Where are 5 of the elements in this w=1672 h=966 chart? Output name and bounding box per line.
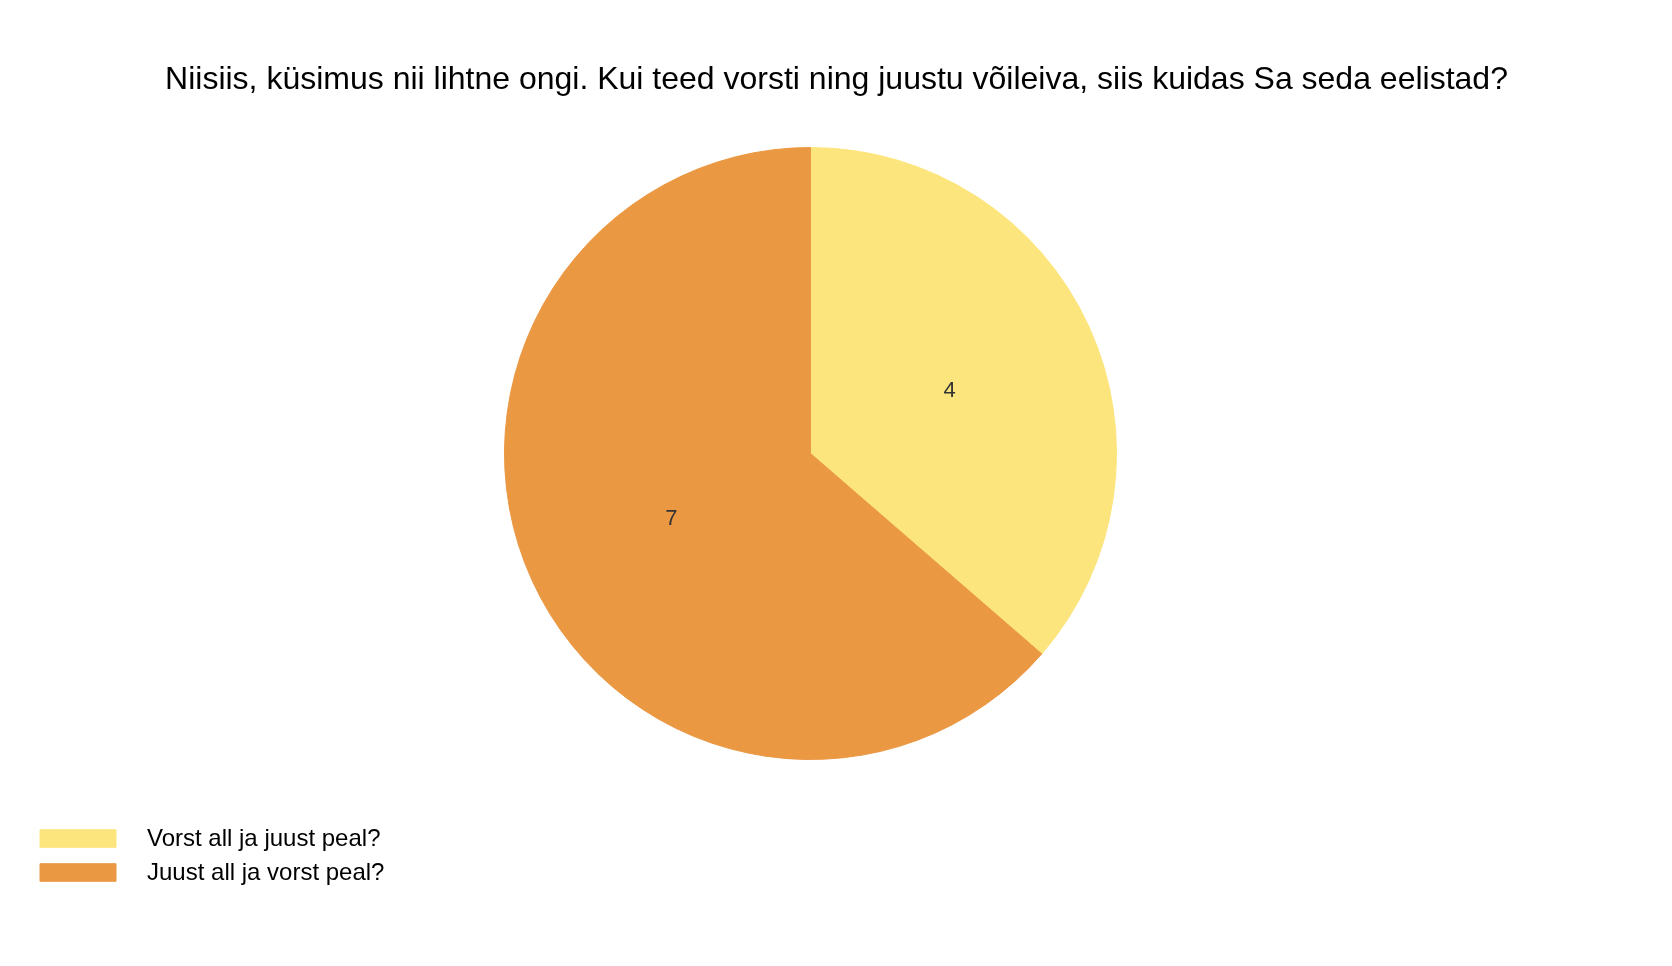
legend-label: Vorst all ja juust peal? [147, 824, 381, 852]
data-label: 7 [665, 504, 678, 530]
data-label: 4 [943, 377, 956, 403]
legend-label: Juust all ja vorst peal? [147, 858, 385, 886]
chart-title: Niisiis, küsimus nii lihtne ongi. Kui teed vorsti ning juustu võileiva, siis kuidas Sa seda eelistad? [165, 59, 1508, 96]
